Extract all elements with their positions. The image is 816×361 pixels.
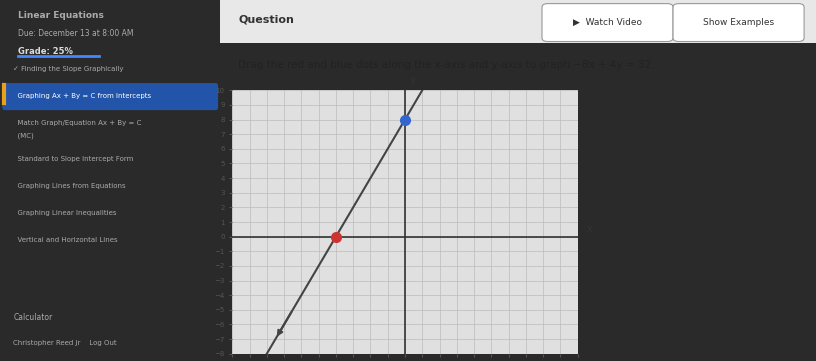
Text: Drag the red and blue dots along the x-axis and y-axis to graph −8x + 4y = 32.: Drag the red and blue dots along the x-a…	[238, 60, 654, 70]
Text: y: y	[410, 75, 416, 85]
Text: ✓ Finding the Slope Graphically: ✓ Finding the Slope Graphically	[13, 66, 124, 71]
FancyBboxPatch shape	[220, 0, 816, 43]
FancyBboxPatch shape	[2, 83, 218, 110]
Text: Graphing Lines from Equations: Graphing Lines from Equations	[13, 183, 126, 189]
Text: Graphing Linear Inequalities: Graphing Linear Inequalities	[13, 210, 117, 216]
Text: Linear Equations: Linear Equations	[18, 11, 104, 20]
Text: Match Graph/Equation Ax + By = C: Match Graph/Equation Ax + By = C	[13, 120, 142, 126]
Text: (MC): (MC)	[13, 132, 34, 139]
Text: Question: Question	[238, 15, 294, 25]
Text: Calculator: Calculator	[13, 313, 52, 322]
Text: Vertical and Horizontal Lines: Vertical and Horizontal Lines	[13, 237, 118, 243]
Text: Christopher Reed Jr    Log Out: Christopher Reed Jr Log Out	[13, 340, 117, 346]
Text: Graphing Ax + By = C from Intercepts: Graphing Ax + By = C from Intercepts	[13, 93, 151, 99]
Text: x: x	[587, 224, 592, 234]
FancyBboxPatch shape	[673, 4, 804, 42]
Text: Standard to Slope Intercept Form: Standard to Slope Intercept Form	[13, 156, 134, 162]
Text: Show Examples: Show Examples	[703, 18, 774, 27]
Text: Due: December 13 at 8:00 AM: Due: December 13 at 8:00 AM	[18, 29, 133, 38]
FancyBboxPatch shape	[542, 4, 673, 42]
Text: ▶  Watch Video: ▶ Watch Video	[573, 18, 642, 27]
Text: Grade: 25%: Grade: 25%	[18, 47, 73, 56]
